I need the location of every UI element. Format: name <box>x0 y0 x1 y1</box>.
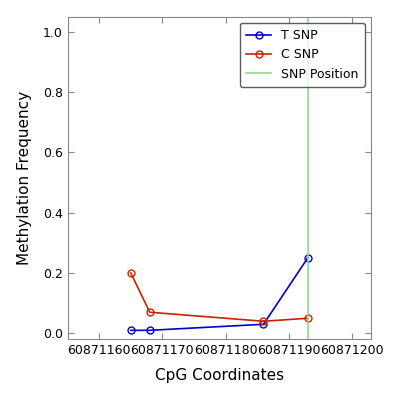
T SNP <box>128 328 133 333</box>
C SNP <box>128 271 133 276</box>
T SNP <box>261 322 266 327</box>
C SNP <box>305 316 310 321</box>
T SNP <box>147 328 152 333</box>
C SNP <box>261 319 266 324</box>
T SNP <box>305 256 310 260</box>
Legend: T SNP, C SNP, SNP Position: T SNP, C SNP, SNP Position <box>240 23 365 87</box>
X-axis label: CpG Coordinates: CpG Coordinates <box>155 368 284 383</box>
C SNP <box>147 310 152 315</box>
Line: T SNP: T SNP <box>127 254 311 334</box>
Line: C SNP: C SNP <box>127 270 311 325</box>
Y-axis label: Methylation Frequency: Methylation Frequency <box>17 91 32 265</box>
